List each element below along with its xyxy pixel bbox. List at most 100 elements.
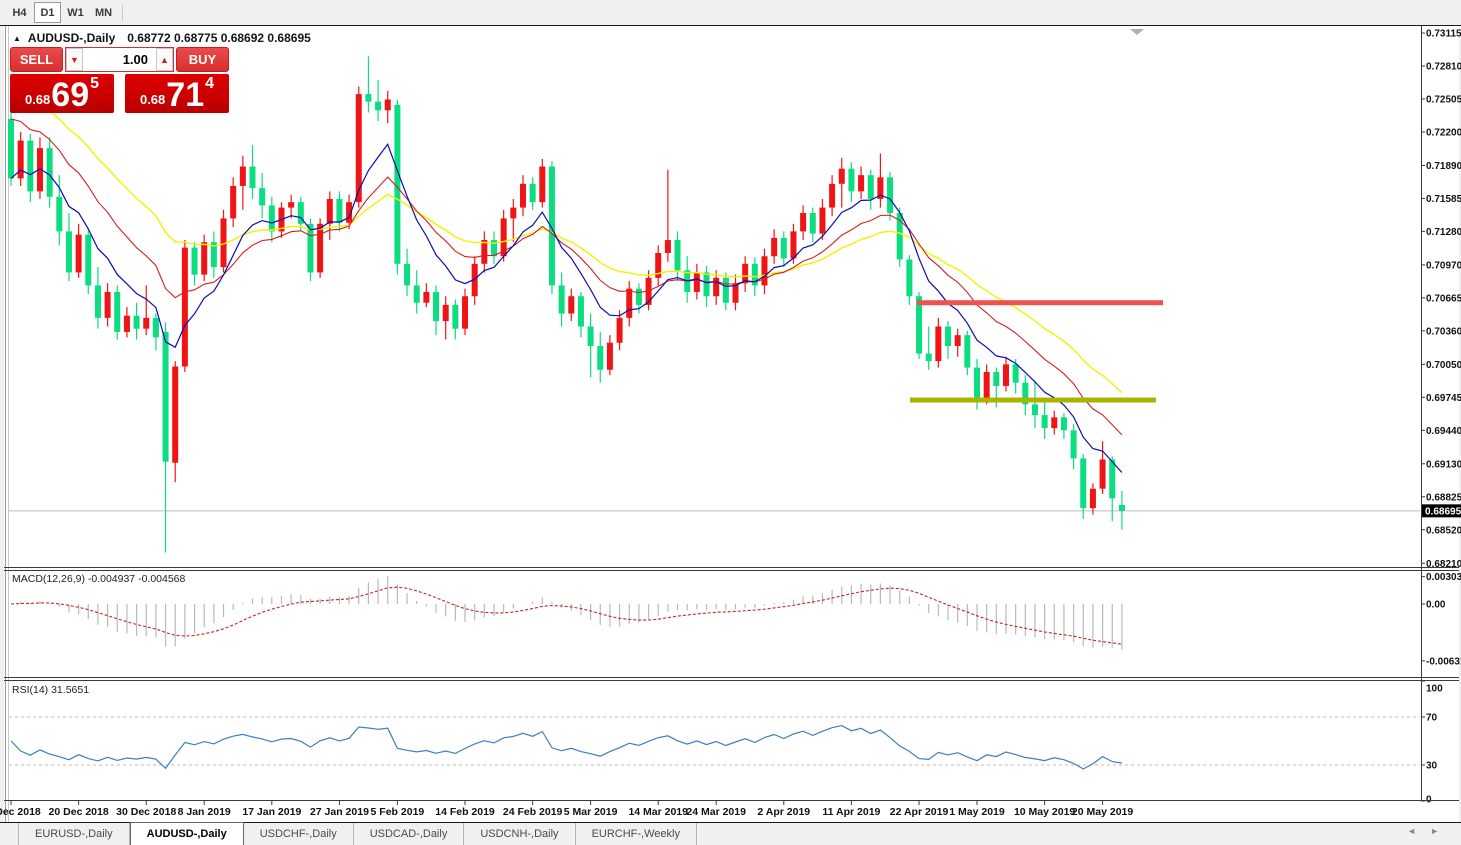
candle-body	[877, 177, 884, 199]
price-axis-label: 0.70665	[1426, 293, 1461, 304]
candle-body	[500, 218, 507, 257]
candle-body	[616, 317, 623, 343]
candle-body	[172, 366, 179, 463]
candle-body	[1060, 417, 1067, 431]
ma-fast-line	[10, 143, 1123, 473]
candle-body	[945, 326, 952, 346]
macd-pane[interactable]	[10, 575, 1123, 650]
price-axis-label: 0.72200	[1426, 127, 1461, 138]
resistance-line[interactable]	[917, 300, 1163, 306]
price-axis-label: 0.68520	[1426, 525, 1461, 536]
candle-body	[94, 285, 101, 318]
candle-body	[1089, 488, 1096, 509]
candle-body	[964, 335, 971, 368]
date-axis-label: 20 May 2019	[1072, 806, 1133, 818]
candle-body	[577, 296, 584, 327]
candle-body	[394, 104, 401, 264]
candle-body	[838, 168, 845, 184]
volume-input[interactable]	[83, 48, 156, 71]
timeframe-button-mn[interactable]: MN	[94, 6, 113, 19]
candle-body	[529, 183, 536, 203]
candle-body	[442, 304, 449, 322]
candle-body	[703, 272, 710, 297]
candle-body	[974, 367, 980, 401]
candle-body	[259, 188, 266, 206]
candle-body	[307, 223, 314, 273]
chart-tab-usdchf-daily[interactable]: USDCHF-,Daily	[244, 823, 354, 845]
tab-scroll-arrows[interactable]: ◄►	[1407, 826, 1453, 836]
candle-body	[1099, 459, 1106, 489]
main-price-pane[interactable]	[8, 29, 1420, 553]
candle-body	[143, 317, 150, 329]
candle-body	[114, 291, 121, 332]
candle-body	[935, 326, 942, 362]
candle-body	[317, 223, 324, 273]
sell-price-button[interactable]: 0.68 69 5	[10, 74, 114, 113]
volume-decrease-button[interactable]: ▼	[66, 48, 83, 71]
candle-body	[65, 231, 72, 273]
candle-body	[1109, 459, 1116, 499]
candle-body	[288, 202, 295, 208]
macd-signal-line	[10, 586, 1122, 645]
price-axis-label: 0.72810	[1426, 61, 1461, 72]
sell-button[interactable]: SELL	[10, 47, 63, 72]
chart-tab-eurchf-weekly[interactable]: EURCHF-,Weekly	[576, 823, 697, 845]
chart-tab-audusd-daily[interactable]: AUDUSD-,Daily	[129, 822, 244, 845]
date-axis-label: 11 Dec 2018	[0, 806, 41, 818]
candle-body	[1051, 417, 1058, 429]
buy-button[interactable]: BUY	[176, 47, 229, 72]
candle-body	[123, 315, 130, 332]
candle-body	[56, 196, 63, 232]
candle-body	[1118, 504, 1125, 511]
candle-body	[867, 175, 874, 199]
date-axis-label: 14 Feb 2019	[435, 806, 495, 818]
candle-body	[8, 118, 14, 179]
candle-body	[674, 240, 681, 271]
price-axis-label: 0.69745	[1426, 393, 1461, 404]
candle-body	[722, 277, 729, 303]
candle-body	[751, 263, 758, 286]
timeframe-button-d1[interactable]: D1	[34, 2, 61, 23]
timeframe-button-w1[interactable]: W1	[67, 6, 84, 19]
collapse-triangle-icon[interactable]: ▲	[13, 33, 21, 43]
sell-price-prefix: 0.68	[24, 92, 51, 107]
date-axis-label: 10 May 2019	[1014, 806, 1075, 818]
rsi-pane[interactable]	[9, 716, 1420, 770]
candle-body	[1012, 364, 1019, 383]
candle-body	[230, 185, 237, 219]
candle-body	[201, 242, 208, 275]
volume-stepper: ▼ ▲	[65, 47, 174, 72]
bid-price-tag	[1422, 504, 1461, 518]
tab-scroll-left-icon[interactable]: ◄	[1407, 826, 1431, 836]
date-axis-label: 14 Mar 2019	[628, 806, 688, 818]
candle-body	[732, 283, 739, 303]
tab-scroll-right-icon[interactable]: ►	[1430, 826, 1453, 836]
candle-body	[17, 140, 24, 179]
candle-body	[1070, 430, 1077, 459]
support-line[interactable]	[910, 397, 1156, 403]
date-axis-label: 27 Jan 2019	[310, 806, 369, 818]
timeframe-button-h4[interactable]: H4	[12, 6, 27, 19]
candle-body	[413, 285, 420, 303]
timeframe-toolbar: H4 D1 W1 MN	[0, 0, 1461, 25]
chart-tab-usdcad-daily[interactable]: USDCAD-,Daily	[354, 823, 465, 845]
chart-symbol-label: AUDUSD-,Daily	[27, 31, 116, 45]
candle-body	[790, 231, 797, 259]
ma-mid-line	[10, 118, 1123, 436]
rsi-axis-label: 70	[1426, 713, 1438, 724]
candle-body	[346, 202, 353, 223]
scroll-to-end-marker-icon[interactable]	[1130, 29, 1144, 35]
candle-body	[239, 166, 246, 186]
rsi-axis-label: 30	[1426, 761, 1438, 772]
candle-body	[365, 94, 372, 102]
chart-tab-usdcnh-daily[interactable]: USDCNH-,Daily	[464, 823, 576, 845]
candle-body	[297, 202, 304, 224]
candle-body	[635, 288, 642, 305]
price-axis-label: 0.71280	[1426, 227, 1461, 238]
volume-increase-button[interactable]: ▲	[156, 48, 173, 71]
buy-price-prefix: 0.68	[139, 92, 166, 107]
chart-tab-eurusd-daily[interactable]: EURUSD-,Daily	[18, 823, 130, 845]
buy-price-button[interactable]: 0.68 71 4	[125, 74, 229, 113]
candle-body	[539, 166, 546, 203]
